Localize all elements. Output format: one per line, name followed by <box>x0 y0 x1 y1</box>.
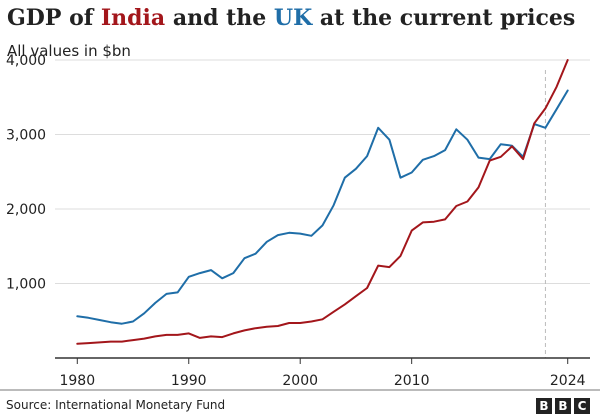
logo-letter: B <box>536 398 552 414</box>
chart-subtitle: All values in $bn <box>7 42 131 60</box>
x-tick-label: 2010 <box>394 373 430 389</box>
logo-letter: B <box>555 398 571 414</box>
x-tick-label: 1990 <box>171 373 207 389</box>
title-india: India <box>100 5 166 31</box>
series-line-india <box>76 59 569 345</box>
line-chart: 1,000 2,000 3,000 4,000 1980 1990 2000 2010 2024 <box>6 53 590 389</box>
title-text-1: GDP of <box>7 5 101 31</box>
source-note: Source: International Monetary Fund <box>6 398 226 412</box>
chart-title: GDP of India and the UK at the current p… <box>7 5 575 31</box>
footer-divider <box>0 389 600 391</box>
y-tick-label: 4,000 <box>6 53 46 69</box>
title-uk: UK <box>273 5 313 31</box>
logo-letter: C <box>574 398 590 414</box>
title-text-2: and the <box>165 5 274 31</box>
series-line-uk <box>76 89 569 325</box>
y-tick-label: 1,000 <box>6 277 46 293</box>
title-text-3: at the current prices <box>312 5 576 31</box>
x-tick-label: 2024 <box>550 373 586 389</box>
bbc-logo: B B C <box>536 398 590 414</box>
y-tick-label: 2,000 <box>6 202 46 218</box>
x-tick-label: 1980 <box>59 373 95 389</box>
y-tick-label: 3,000 <box>6 128 46 144</box>
x-tick-label: 2000 <box>282 373 318 389</box>
